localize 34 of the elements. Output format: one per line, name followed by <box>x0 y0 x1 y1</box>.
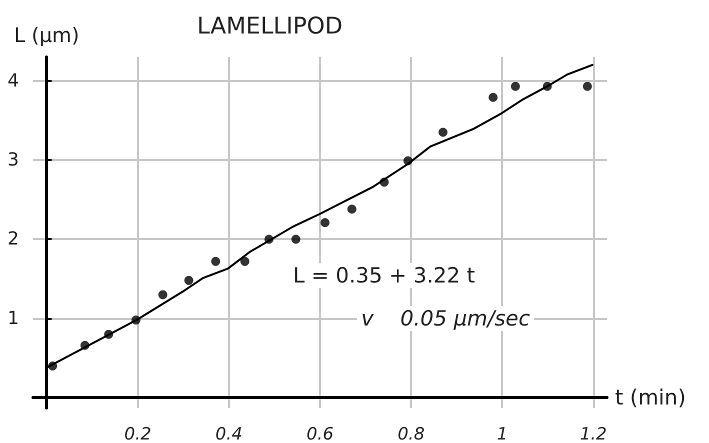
point <box>184 276 194 285</box>
point <box>240 256 250 266</box>
point <box>48 362 58 371</box>
point <box>158 290 168 300</box>
x-axis-title: t (min) <box>615 386 686 410</box>
point <box>380 178 389 187</box>
x-tick-label: 0.2 <box>124 424 152 443</box>
point <box>211 256 220 266</box>
x-tick-label: 0.8 <box>398 424 425 443</box>
point <box>438 128 448 137</box>
y-tick-label: 3 <box>8 150 19 170</box>
point <box>582 82 592 91</box>
point <box>264 234 274 244</box>
annotation: v 0.05 μm/sec <box>361 306 530 330</box>
x-tick-label: 0.6 <box>306 424 334 443</box>
y-tick-label: 1 <box>8 308 19 329</box>
point <box>488 92 498 102</box>
point <box>80 340 90 350</box>
x-tick-label: 1.2 <box>580 424 607 443</box>
y-tick-label: 4 <box>8 70 19 92</box>
point <box>510 82 520 91</box>
point <box>131 316 140 325</box>
chart-title: LAMELLIPOD <box>197 14 343 40</box>
point <box>542 82 552 91</box>
point <box>403 156 412 166</box>
y-axis-title: L (μm) <box>14 23 80 47</box>
point <box>320 218 330 228</box>
x-tick-label: 1 <box>496 424 508 443</box>
point <box>291 234 300 244</box>
y-tick-label: 2 <box>8 228 19 250</box>
annotation: L = 0.35 + 3.22 t <box>292 264 476 288</box>
x-tick-label: 0.4 <box>215 424 242 443</box>
point <box>347 204 356 214</box>
point <box>104 330 114 339</box>
